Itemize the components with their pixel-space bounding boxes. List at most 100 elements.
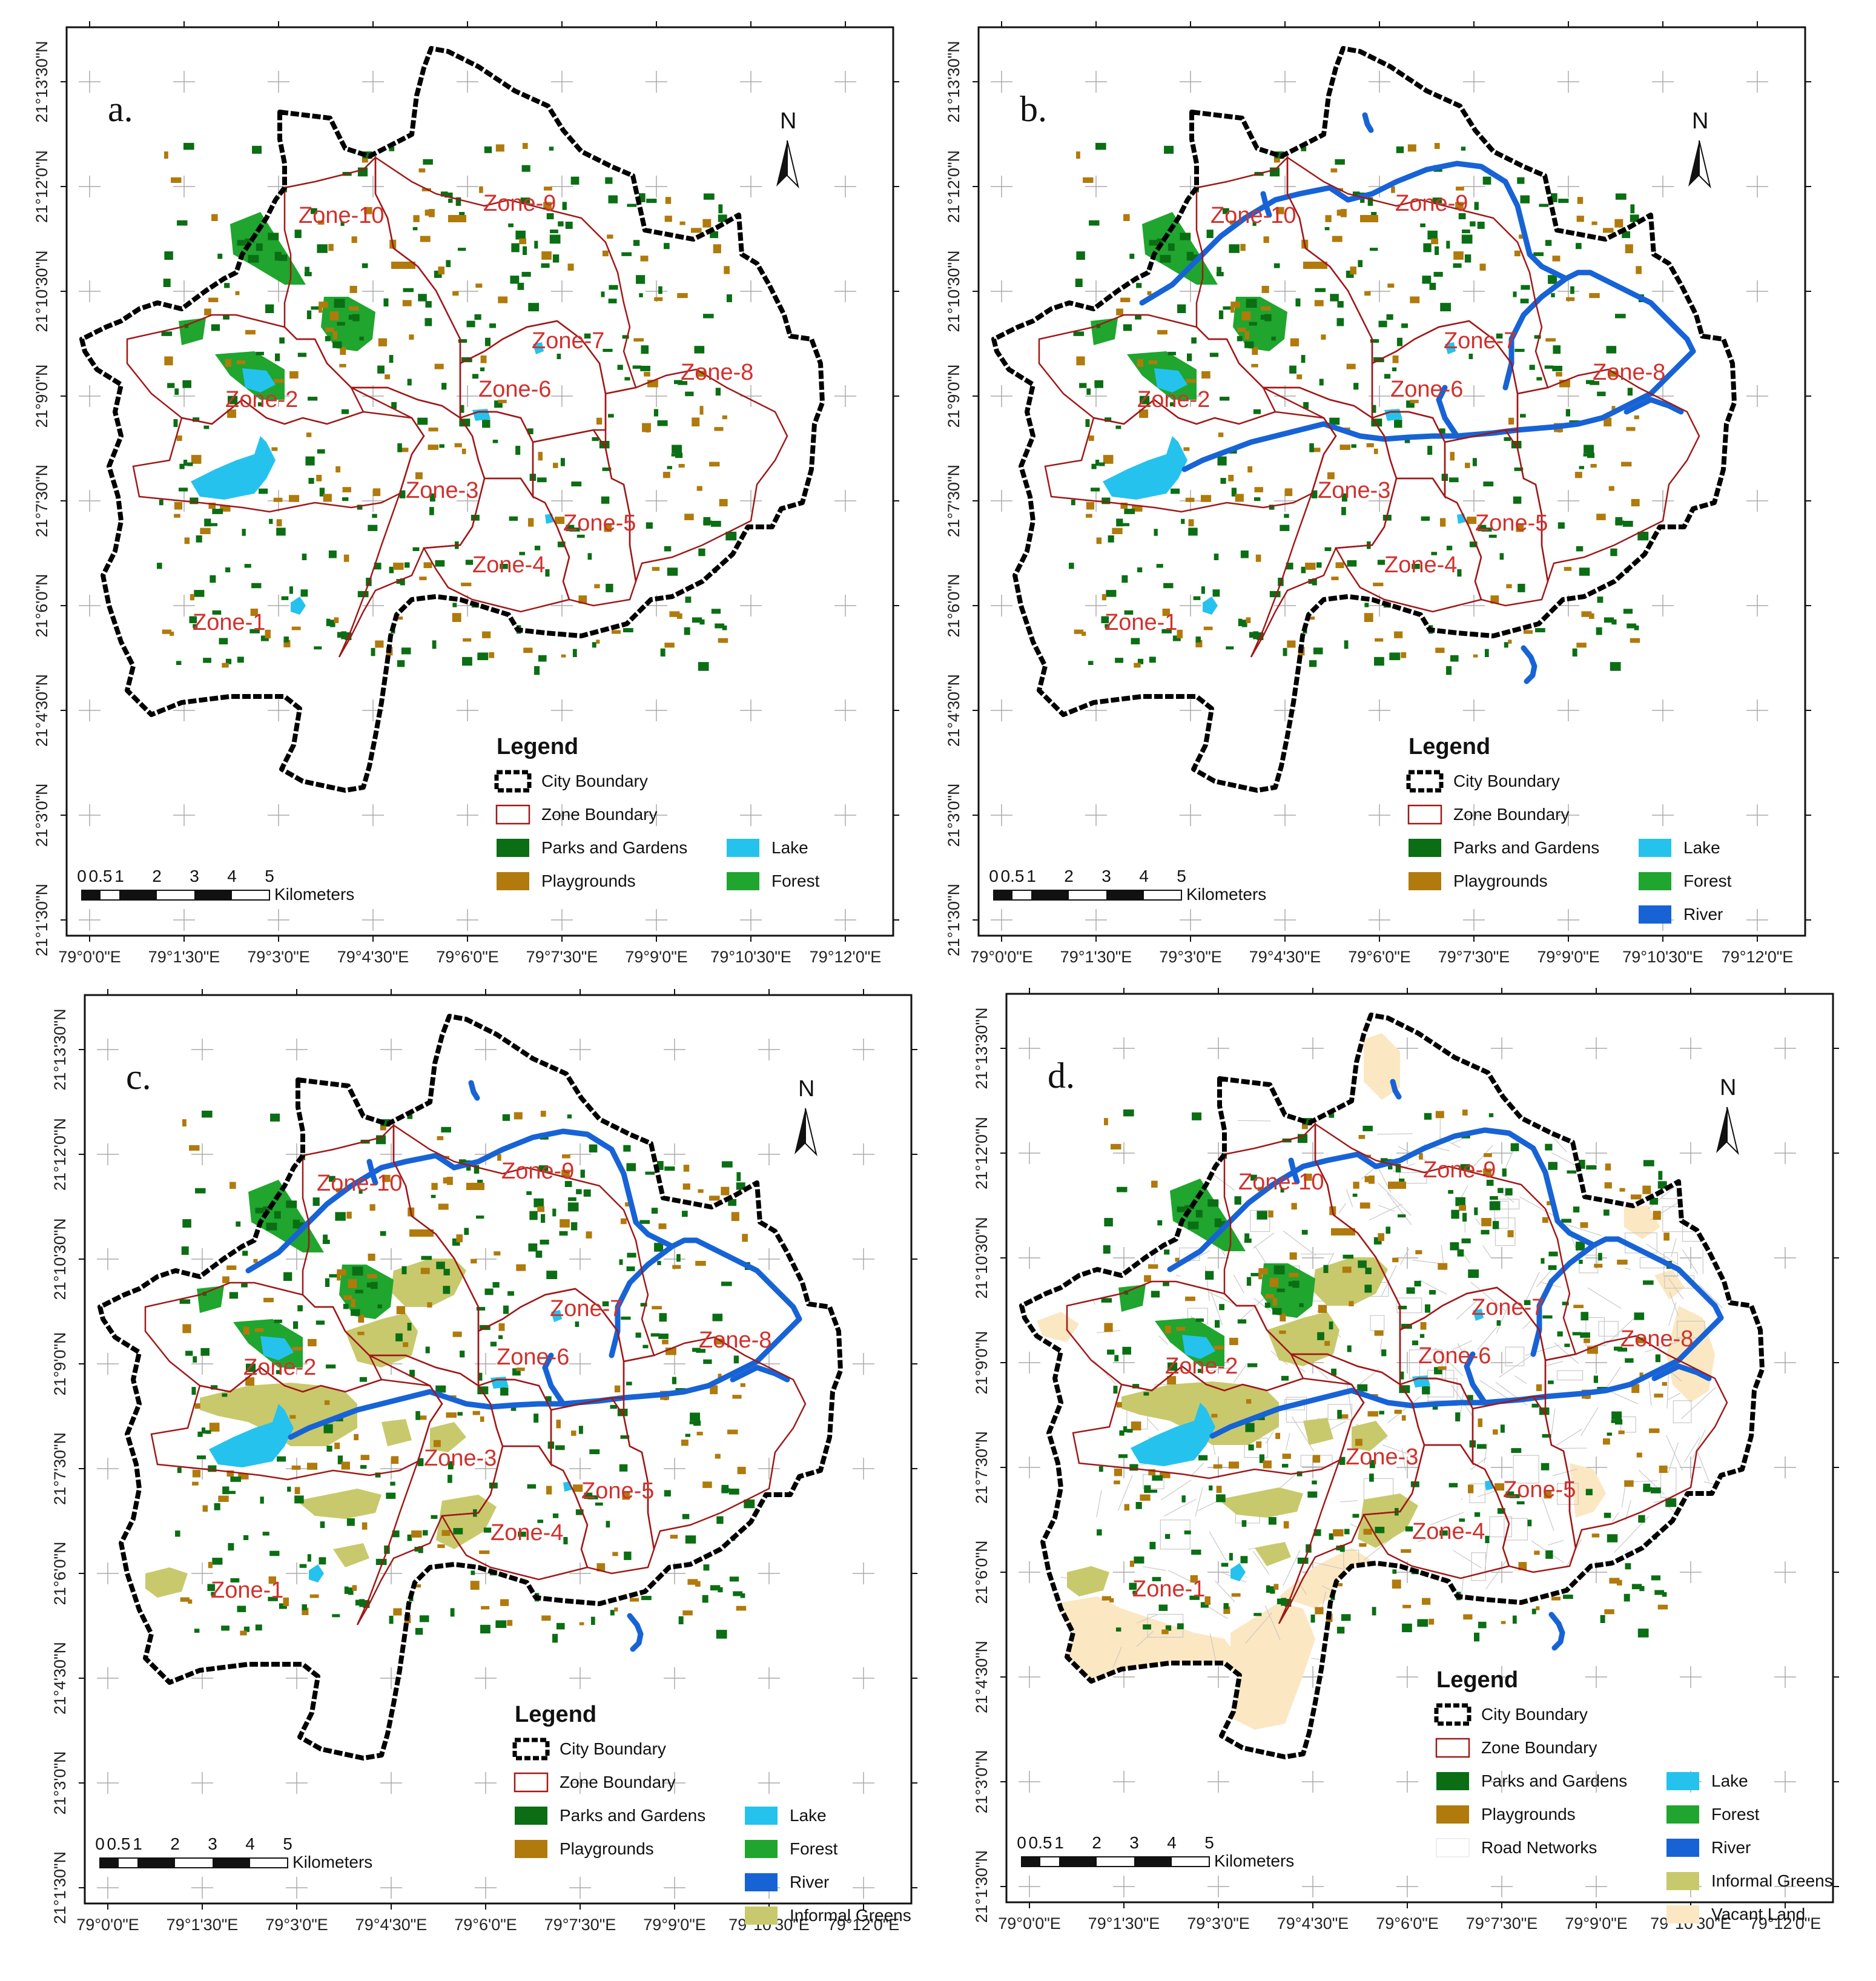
playground-parcel: [475, 283, 483, 288]
park-parcel: [510, 276, 520, 284]
park-parcel: [1095, 460, 1100, 466]
playground-parcel: [553, 463, 558, 468]
park-parcel: [431, 1515, 438, 1519]
park-parcel: [1448, 1483, 1458, 1487]
playground-parcel: [1247, 466, 1253, 473]
zone-label: Zone-3: [1318, 478, 1390, 503]
park-parcel: [651, 1208, 658, 1214]
road-block: [1557, 1483, 1579, 1505]
playground-parcel: [702, 219, 712, 228]
park-parcel: [1586, 1165, 1597, 1170]
park-parcel: [1244, 341, 1254, 348]
park-parcel: [179, 1299, 191, 1304]
park-parcel: [608, 299, 617, 303]
park-parcel: [1277, 1288, 1285, 1292]
road-segment: [1146, 1145, 1168, 1149]
lon-tick-label: 79°12'0"E: [828, 1916, 900, 1934]
lake-patch: [533, 342, 544, 354]
park-parcel: [1205, 1271, 1214, 1280]
playground-parcel: [670, 1535, 678, 1539]
playground-parcel: [1428, 1618, 1435, 1625]
park-parcel: [1462, 1212, 1467, 1222]
park-parcel: [1266, 1585, 1270, 1593]
playground-parcel: [1463, 1614, 1473, 1620]
park-parcel: [696, 1349, 706, 1353]
legend-swatch: [1436, 1838, 1470, 1857]
playground-parcel: [1636, 266, 1642, 274]
park-parcel: [608, 414, 614, 418]
park-parcel: [1221, 1563, 1229, 1567]
park-parcel: [466, 320, 475, 328]
zone-boundary: [623, 1336, 807, 1550]
park-parcel: [1106, 590, 1117, 597]
park-parcel: [1448, 477, 1459, 483]
playground-parcel: [1552, 256, 1561, 262]
road-segment: [1482, 1245, 1491, 1258]
park-parcel: [1464, 254, 1471, 263]
playground-parcel: [1290, 338, 1300, 346]
park-parcel: [1296, 1471, 1303, 1477]
road-segment: [1683, 1437, 1700, 1463]
playground-parcel: [1120, 502, 1128, 509]
park-parcel: [1424, 1113, 1432, 1120]
park-parcel: [443, 1269, 450, 1275]
scale-bar-label: 1: [1054, 1833, 1064, 1852]
park-parcel: [1269, 590, 1281, 598]
road-segment: [1645, 1618, 1682, 1635]
legend-swatch: [745, 1840, 778, 1858]
north-arrow-right: [1726, 1106, 1739, 1156]
playground-parcel: [1185, 1296, 1195, 1301]
park-parcel: [1551, 293, 1555, 297]
park-parcel: [1643, 1160, 1654, 1166]
park-parcel: [1657, 1181, 1667, 1189]
park-parcel: [718, 1587, 723, 1593]
playground-parcel: [715, 1338, 724, 1344]
park-parcel: [1570, 286, 1574, 294]
playground-parcel: [360, 1455, 369, 1460]
park-parcel: [1329, 417, 1340, 425]
playground-parcel: [482, 631, 491, 638]
playground-parcel: [411, 1530, 422, 1538]
playground-parcel: [555, 517, 565, 524]
park-parcel: [718, 204, 723, 214]
playground-parcel: [573, 1484, 583, 1492]
playground-parcel: [202, 1505, 208, 1512]
park-parcel: [601, 496, 610, 504]
scale-bar-frame: [81, 890, 270, 901]
park-parcel: [1094, 380, 1103, 388]
park-parcel: [439, 444, 444, 448]
city-boundary: [1019, 1013, 1765, 1759]
playground-parcel: [1662, 1381, 1667, 1386]
park-parcel: [1277, 1598, 1283, 1604]
vacant-land-patch: [1279, 1548, 1376, 1609]
playground-parcel: [479, 186, 483, 193]
road-block: [1489, 1516, 1513, 1538]
park-parcel: [1610, 548, 1617, 557]
scale-bar-unit: Kilometers: [274, 885, 354, 904]
park-parcel: [355, 1599, 361, 1606]
park-parcel: [1317, 1332, 1324, 1340]
park-parcel: [210, 575, 216, 583]
playground-parcel: [291, 1465, 301, 1470]
road-block: [1136, 1194, 1171, 1219]
playground-parcel: [1631, 498, 1640, 507]
park-parcel: [482, 419, 490, 428]
road-segment: [1381, 1265, 1397, 1297]
park-parcel: [484, 337, 490, 346]
playground-parcel: [289, 371, 299, 379]
river-line: [1436, 385, 1460, 439]
park-parcel: [1429, 282, 1436, 290]
road-segment: [1142, 1566, 1166, 1571]
playground-parcel: [434, 363, 444, 369]
road-segment: [1696, 1561, 1709, 1569]
park-parcel: [1116, 518, 1123, 527]
road-segment: [1209, 1633, 1217, 1663]
lon-tick-label: 79°12'0"E: [1749, 1914, 1822, 1933]
playground-parcel: [541, 251, 552, 260]
park-parcel: [541, 263, 550, 268]
playground-parcel: [1325, 215, 1332, 222]
playground-parcel: [1327, 472, 1335, 480]
road-segment: [1369, 1203, 1402, 1221]
park-parcel: [307, 1554, 311, 1562]
park-parcel: [1238, 618, 1243, 626]
